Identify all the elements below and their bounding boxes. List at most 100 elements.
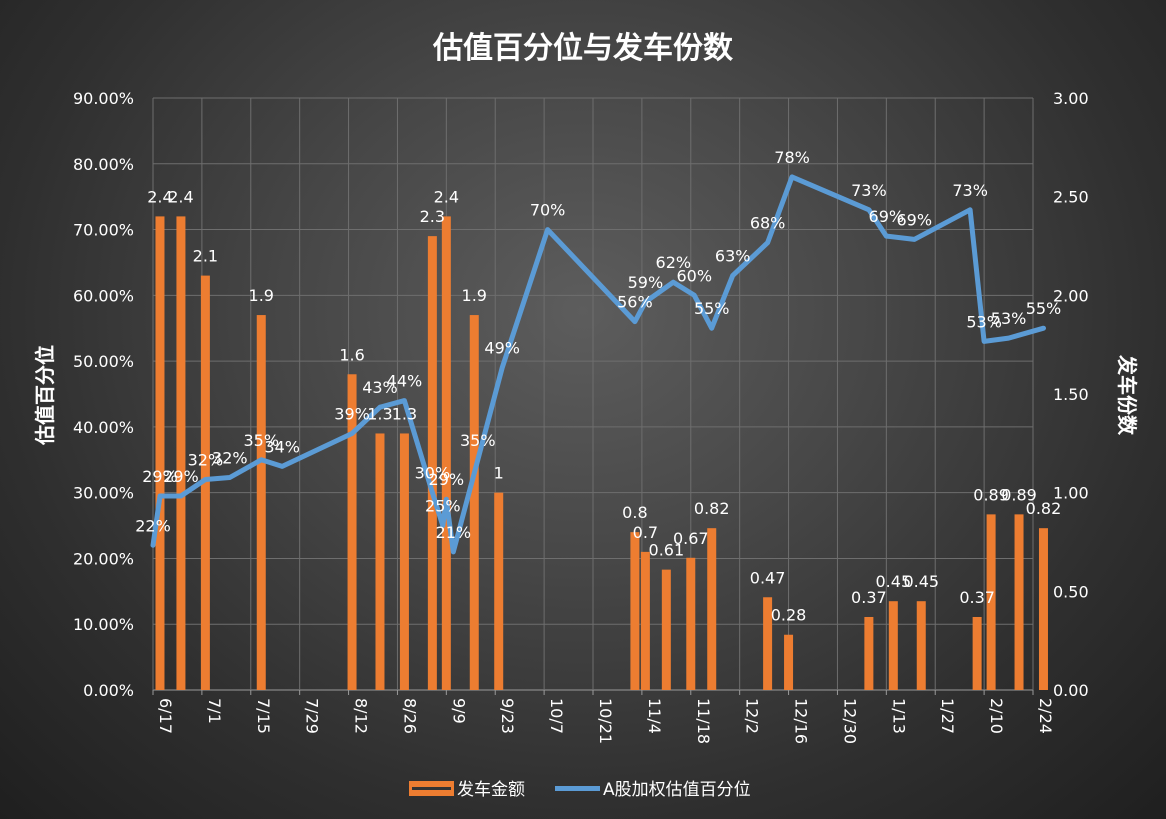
chart-title: 估值百分位与发车份数 xyxy=(432,31,734,66)
line-value-label: 34% xyxy=(264,437,300,456)
bar-series-发车金额 xyxy=(155,216,1048,690)
bar-value-label: 0.61 xyxy=(649,541,685,560)
line-value-label: 73% xyxy=(851,181,887,200)
x-axis-ticks: 6/17 7/1 7/15 7/29 8/12 8/26 9/9 9/23 10/7 10/21 1… xyxy=(156,698,1055,744)
bar xyxy=(494,492,504,690)
left-tick-label: 0.00% xyxy=(83,681,134,700)
bar-value-label: 0.47 xyxy=(750,568,786,587)
legend: 发车金额 A股加权估值百分位 xyxy=(409,780,751,800)
line-value-label: 21% xyxy=(436,523,472,542)
bar-data-labels: 2.42.42.11.91.61.31.32.32.41.910.80.70.6… xyxy=(147,187,1061,624)
legend-line-label: A股加权估值百分位 xyxy=(603,780,751,800)
bar-value-label: 1.3 xyxy=(367,404,392,423)
bar xyxy=(784,634,794,690)
x-tick-label: 9/9 xyxy=(449,698,468,724)
line-value-label: 73% xyxy=(952,181,988,200)
x-tick-label: 12/16 xyxy=(792,698,811,744)
line-value-label: 63% xyxy=(715,247,751,266)
bar xyxy=(864,616,874,690)
right-tick-label: 0.50 xyxy=(1053,582,1089,601)
right-tick-label: 1.50 xyxy=(1053,385,1089,404)
bar-value-label: 0.89 xyxy=(1001,485,1037,504)
line-path xyxy=(150,174,1046,555)
line-value-label: 49% xyxy=(484,339,520,358)
line-series-估值百分位 xyxy=(150,174,1046,555)
bar xyxy=(256,315,266,690)
bar xyxy=(972,616,982,690)
line-data-labels: 22%29%29%32%32%35%34%39%43%44%30%25%29%2… xyxy=(135,148,1061,542)
bar-value-label: 1.6 xyxy=(339,345,364,364)
x-tick-label: 2/24 xyxy=(1036,698,1055,734)
bar-value-label: 0.82 xyxy=(1026,499,1062,518)
left-axis-title: 估值百分位 xyxy=(33,345,57,446)
x-tick-label: 10/7 xyxy=(547,698,566,734)
left-tick-label: 10.00% xyxy=(73,615,134,634)
left-tick-label: 70.00% xyxy=(73,221,134,240)
bar-value-label: 2.1 xyxy=(193,247,218,266)
bar xyxy=(888,601,898,690)
line-value-label: 32% xyxy=(212,449,248,468)
grid-lines xyxy=(152,97,1034,695)
right-tick-label: 1.00 xyxy=(1053,484,1089,503)
line-value-label: 44% xyxy=(387,372,423,391)
bar-value-label: 1 xyxy=(494,464,504,483)
x-tick-label: 6/17 xyxy=(156,698,175,734)
bar xyxy=(640,551,650,690)
line-value-label: 22% xyxy=(135,516,171,535)
x-tick-label: 12/30 xyxy=(840,698,859,744)
right-tick-label: 2.50 xyxy=(1053,188,1089,207)
line-value-label: 69% xyxy=(896,210,932,229)
x-tick-label: 1/13 xyxy=(889,698,908,734)
line-value-label: 35% xyxy=(460,431,496,450)
bar-value-label: 2.4 xyxy=(434,187,459,206)
line-value-label: 53% xyxy=(991,309,1027,328)
bar xyxy=(200,275,210,690)
bar xyxy=(375,433,385,690)
bar-value-label: 2.4 xyxy=(168,187,193,206)
bar xyxy=(399,433,409,690)
x-tick-label: 8/12 xyxy=(352,698,371,734)
x-tick-label: 11/18 xyxy=(694,698,713,744)
bar-value-label: 2.3 xyxy=(420,207,445,226)
left-tick-label: 40.00% xyxy=(73,418,134,437)
bar xyxy=(441,216,451,690)
bar xyxy=(155,216,165,690)
x-tick-label: 11/4 xyxy=(645,698,664,734)
left-tick-label: 20.00% xyxy=(73,549,134,568)
legend-bar-label: 发车金额 xyxy=(457,780,525,800)
bar xyxy=(469,315,479,690)
bar xyxy=(763,597,773,690)
bar xyxy=(1014,514,1024,690)
x-tick-label: 7/29 xyxy=(303,698,322,734)
line-value-label: 78% xyxy=(774,148,810,167)
left-tick-label: 60.00% xyxy=(73,286,134,305)
line-value-label: 68% xyxy=(750,214,786,233)
x-tick-label: 1/27 xyxy=(938,698,957,734)
line-value-label: 59% xyxy=(628,273,664,292)
line-value-label: 30% xyxy=(415,464,451,483)
x-tick-label: 8/26 xyxy=(400,698,419,734)
line-value-label: 29% xyxy=(142,467,178,486)
line-value-label: 55% xyxy=(694,299,730,318)
bar xyxy=(176,216,186,690)
line-value-label: 60% xyxy=(676,266,712,285)
line-value-label: 43% xyxy=(362,378,398,397)
bar xyxy=(707,528,717,690)
line-value-label: 62% xyxy=(656,253,692,272)
bar-value-label: 0.45 xyxy=(903,572,939,591)
line-value-label: 53% xyxy=(966,312,1002,331)
line-value-label: 29% xyxy=(163,467,199,486)
line-value-label: 69% xyxy=(869,207,905,226)
right-tick-label: 2.00 xyxy=(1053,286,1089,305)
left-axis-ticks: 0.00% 10.00% 20.00% 30.00% 40.00% 50.00% 60.00… xyxy=(73,89,134,700)
bar-value-label: 0.8 xyxy=(622,503,647,522)
bar-value-label: 1.9 xyxy=(462,286,487,305)
bar-value-label: 0.37 xyxy=(851,588,887,607)
x-tick-label: 2/10 xyxy=(987,698,1006,734)
bar-value-label: 2.4 xyxy=(147,187,172,206)
right-tick-label: 3.00 xyxy=(1053,89,1089,108)
right-axis-ticks: 0.00 0.50 1.00 1.50 2.00 2.50 3.00 xyxy=(1053,89,1089,700)
bar xyxy=(686,557,696,690)
bar-value-label: 0.28 xyxy=(771,606,807,625)
